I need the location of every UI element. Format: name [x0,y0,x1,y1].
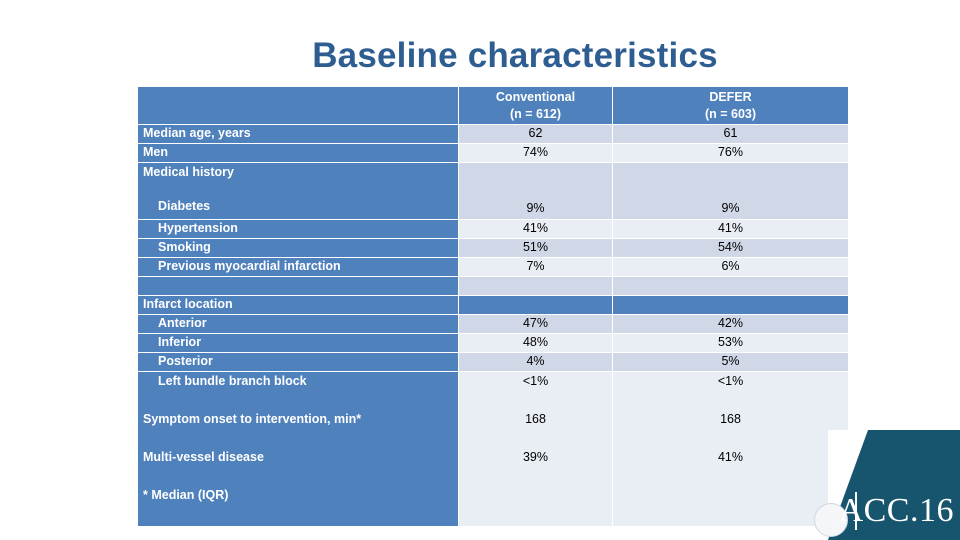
header-defer-n: (n = 603) [704,107,757,121]
row-label: Multi-vessel disease [143,450,264,464]
header-conventional-name: Conventional [495,90,576,104]
defer-value: 54% [612,238,849,258]
defer-value: <1% [717,374,744,388]
spacer [618,428,843,449]
row-label-group: Left bundle branch block Symptom onset t… [137,371,459,527]
conventional-value: 47% [458,314,613,334]
defer-value: 168 [720,412,741,426]
spacer [143,466,453,487]
defer-value: 5% [612,352,849,372]
defer-value: 53% [612,333,849,353]
table-row-group: Left bundle branch block Symptom onset t… [137,371,849,527]
logo-divider [855,492,857,530]
header-conventional: Conventional (n = 612) [458,86,613,125]
row-label: Posterior [137,352,459,372]
defer-value: 41% [717,450,744,464]
row-label: Hypertension [137,219,459,239]
table-row: Inferior 48% 53% [137,333,849,353]
defer-value: 61 [612,124,849,144]
defer-value: 9% [612,162,849,220]
row-label: Medical history [143,165,234,179]
header-defer: DEFER (n = 603) [612,86,849,125]
table-row: Previous myocardial infarction 7% 6% [137,257,849,277]
conventional-value: 168 [525,412,546,426]
table-row: Medical history Diabetes 9% 9% [137,162,849,220]
conventional-value: 62 [458,124,613,144]
table-header-row: Conventional (n = 612) DEFER (n = 603) [137,86,849,125]
row-label: Anterior [137,314,459,334]
row-label: Symptom onset to intervention, min* [143,412,362,426]
row-sublabel: Diabetes [158,199,211,213]
row-label-group: Medical history Diabetes [137,162,459,220]
baseline-table: Conventional (n = 612) DEFER (n = 603) M… [137,86,849,527]
defer-value: 76% [612,143,849,163]
table-row: Anterior 47% 42% [137,314,849,334]
conventional-value: 74% [458,143,613,163]
row-label: Men [137,143,459,163]
section-label: Infarct location [137,295,459,315]
defer-value: 41% [612,219,849,239]
row-label: Inferior [137,333,459,353]
table-row-blank [137,276,849,296]
conventional-value-blank [458,276,613,296]
spacer [143,428,453,449]
conventional-value: 41% [458,219,613,239]
footnote: * Median (IQR) [143,488,229,502]
conventional-value: 7% [458,257,613,277]
header-blank-cell [137,86,459,125]
slide-title: Baseline characteristics [312,36,718,75]
section-row: Infarct location [137,295,849,315]
logo-band [828,430,960,540]
table-row: Posterior 4% 5% [137,352,849,372]
section-cell-blank [612,295,849,315]
conventional-value-group: <1% 168 39% [458,371,613,527]
table-row: Men 74% 76% [137,143,849,163]
conventional-value: 4% [458,352,613,372]
row-label: Median age, years [137,124,459,144]
row-label: Left bundle branch block [158,374,307,388]
row-label: Previous myocardial infarction [137,257,459,277]
defer-value: 42% [612,314,849,334]
section-cell-blank [458,295,613,315]
table-row: Hypertension 41% 41% [137,219,849,239]
spacer [464,390,607,411]
spacer [143,390,453,411]
row-label-blank [137,276,459,296]
row-label: Smoking [137,238,459,258]
conventional-value: 51% [458,238,613,258]
conventional-value: 39% [522,450,549,464]
acc-logo: ACC.16 [838,492,954,529]
header-conventional-n: (n = 612) [509,107,562,121]
spacer [464,428,607,449]
header-defer-name: DEFER [709,90,752,104]
table-row: Smoking 51% 54% [137,238,849,258]
defer-value-group: <1% 168 41% [612,371,849,527]
table-row: Median age, years 62 61 [137,124,849,144]
conventional-value: <1% [522,374,549,388]
conventional-value: 48% [458,333,613,353]
society-seal-icon [814,503,848,537]
spacer [618,390,843,411]
defer-value-blank [612,276,849,296]
spacer [143,181,453,198]
defer-value: 6% [612,257,849,277]
conventional-value: 9% [458,162,613,220]
